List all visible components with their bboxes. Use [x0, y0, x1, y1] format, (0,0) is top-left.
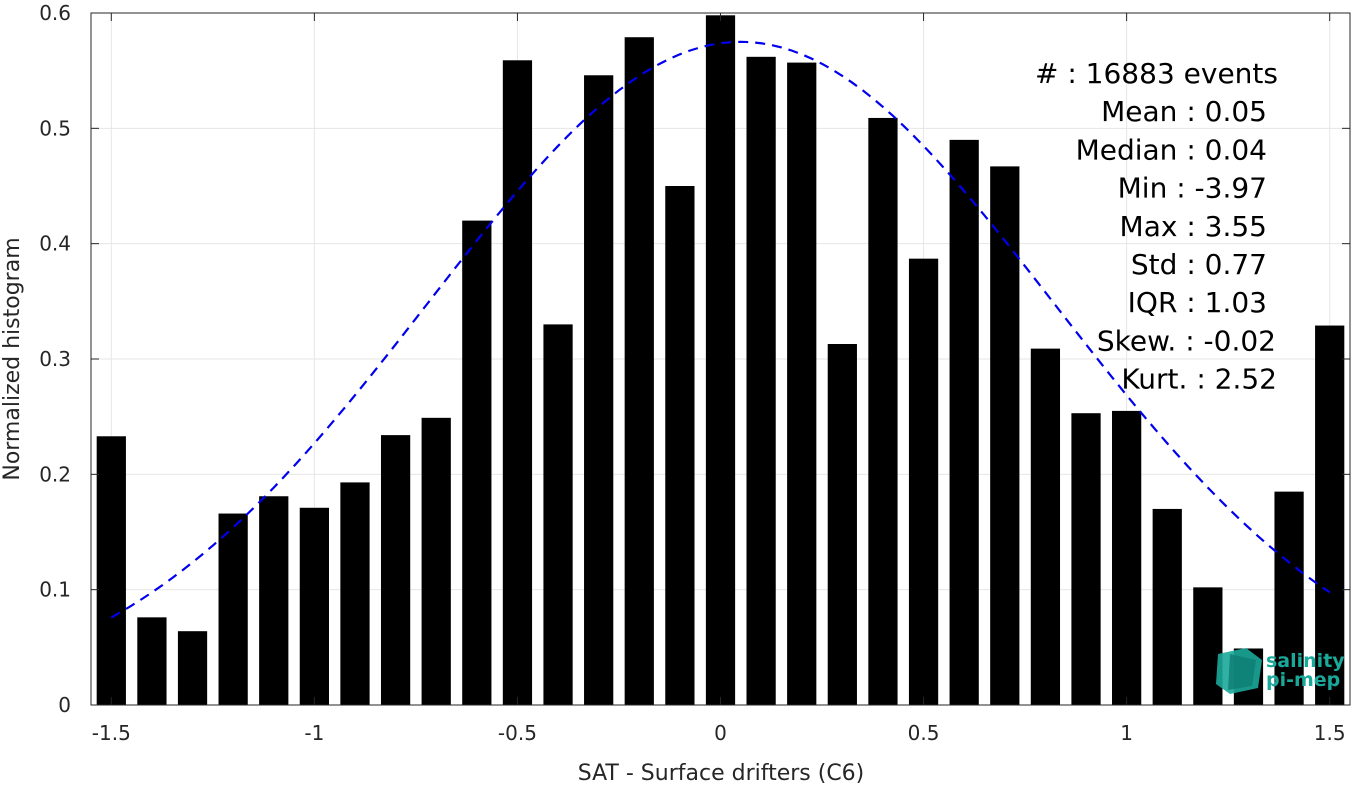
histogram-bar [259, 496, 289, 705]
statistics-box: # : 16883 events Mean : 0.05 Median : 0.04… [1035, 57, 1278, 396]
logo-mark-facet [1228, 654, 1256, 690]
y-tick-label: 0.4 [39, 232, 71, 256]
histogram-bar [584, 75, 614, 705]
stat-line: IQR : 1.03 [1128, 286, 1267, 319]
histogram-bar [705, 15, 736, 706]
histogram-bar [787, 62, 817, 706]
histogram-bar [380, 435, 411, 705]
salinity-pi-mep-logo: salinity pi-mep [1216, 648, 1345, 694]
histogram-bar [1193, 587, 1223, 705]
histogram-bar [502, 60, 533, 705]
x-tick-labels: -1.5 -1 -0.5 0 0.5 1 1.5 [92, 721, 1346, 745]
histogram-bar [421, 417, 451, 705]
histogram-bar [990, 166, 1020, 706]
stat-line: Mean : 0.05 [1101, 95, 1267, 128]
histogram-bar [949, 139, 979, 705]
y-tick-label: 0.1 [39, 578, 71, 602]
histogram-bar [96, 436, 126, 705]
histogram-bar [137, 617, 167, 705]
y-tick-label: 0.5 [39, 116, 71, 140]
histogram-bar [1112, 410, 1142, 705]
logo-text-line2: pi-mep [1266, 669, 1340, 691]
stat-line: Std : 0.77 [1131, 248, 1267, 281]
histogram-bar [624, 37, 654, 706]
stat-line: # : 16883 events [1035, 57, 1278, 90]
axis-ticks [91, 12, 1350, 706]
histogram-bar [1071, 413, 1101, 705]
y-tick-label: 0.6 [39, 1, 71, 25]
x-tick-label: -1 [304, 721, 324, 745]
histogram-bar [462, 220, 492, 705]
x-axis-label: SAT - Surface drifters (C6) [578, 761, 865, 785]
x-tick-label: 0.5 [908, 721, 940, 745]
x-tick-label: 0 [714, 721, 727, 745]
stat-line: Max : 3.55 [1120, 210, 1267, 243]
logo-text-line1: salinity [1266, 650, 1345, 672]
x-tick-label: 1 [1120, 721, 1133, 745]
bar-series [96, 15, 1345, 706]
stat-line: Min : -3.97 [1118, 172, 1267, 205]
histogram-bar [1152, 508, 1182, 705]
histogram-bar [1315, 325, 1345, 705]
histogram-bar [218, 513, 248, 705]
histogram-bar [1030, 348, 1061, 705]
x-tick-label: -1.5 [92, 721, 131, 745]
histogram-bar [340, 482, 370, 705]
histogram-bar [177, 631, 208, 705]
histogram-bar [543, 324, 573, 705]
stat-line: Median : 0.04 [1076, 133, 1267, 166]
y-tick-label: 0 [58, 693, 71, 717]
histogram-bar [1274, 491, 1304, 705]
y-tick-labels: 0 0.1 0.2 0.3 0.4 0.5 0.6 [39, 1, 71, 717]
histogram-bar [827, 344, 857, 705]
y-tick-label: 0.2 [39, 462, 71, 486]
stat-line: Skew. : -0.02 [1097, 324, 1276, 357]
stat-line: Kurt. : 2.52 [1121, 363, 1277, 396]
x-tick-label: 1.5 [1314, 721, 1346, 745]
histogram-bar [908, 258, 939, 705]
x-tick-label: -0.5 [498, 721, 537, 745]
histogram-bar [665, 186, 695, 705]
y-axis-label: Normalized histogram [0, 237, 25, 480]
histogram-bar [746, 56, 776, 706]
histogram-bar [868, 117, 898, 706]
histogram-bar [299, 507, 329, 705]
y-tick-label: 0.3 [39, 347, 71, 371]
